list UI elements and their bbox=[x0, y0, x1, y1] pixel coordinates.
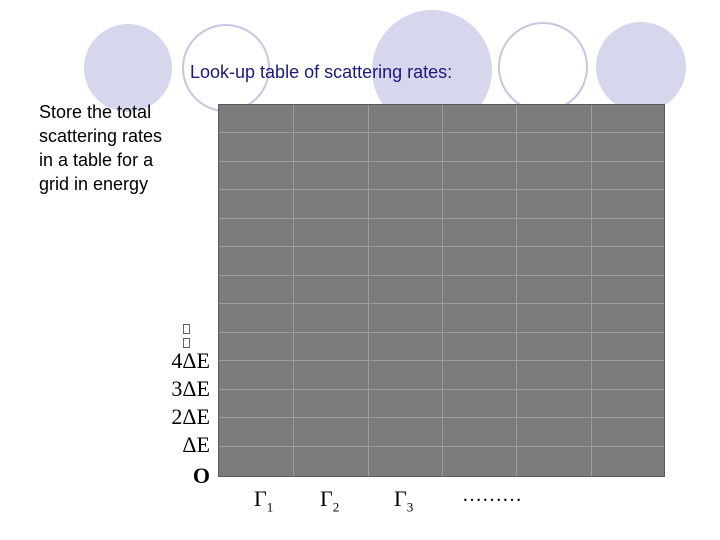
decorative-circle bbox=[498, 22, 588, 112]
rate-symbol: Γ bbox=[254, 486, 267, 511]
slide-title: Look-up table of scattering rates: bbox=[190, 62, 453, 82]
grid-row-line bbox=[219, 303, 664, 304]
slide-body-text: Store the total scattering rates in a ta… bbox=[39, 102, 163, 194]
decorative-circle bbox=[84, 24, 172, 112]
energy-label-2: 2ΔE bbox=[171, 404, 210, 429]
grid-column-line bbox=[442, 105, 443, 476]
energy-label-4: 4ΔE bbox=[171, 348, 210, 373]
continuation-mark bbox=[183, 338, 190, 348]
grid-row-line bbox=[219, 360, 664, 361]
energy-label-3: 3ΔE bbox=[171, 376, 210, 401]
grid-row-line bbox=[219, 246, 664, 247]
rate-symbol: Γ bbox=[394, 486, 407, 511]
decorative-circle bbox=[596, 22, 686, 112]
rate-symbol: Γ bbox=[320, 486, 333, 511]
grid-row-line bbox=[219, 332, 664, 333]
rate-label-3: Γ3 bbox=[394, 486, 413, 515]
grid-row-line bbox=[219, 161, 664, 162]
rate-ellipsis: ……… bbox=[462, 484, 522, 506]
grid-row-line bbox=[219, 218, 664, 219]
grid-column-line bbox=[591, 105, 592, 476]
rate-index: 3 bbox=[406, 499, 414, 515]
energy-label-1: ΔE bbox=[182, 432, 210, 457]
grid-row-line bbox=[219, 189, 664, 190]
decorative-circle bbox=[182, 24, 270, 112]
grid-column-line bbox=[293, 105, 294, 476]
grid-row-line bbox=[219, 446, 664, 447]
grid-column-line bbox=[516, 105, 517, 476]
grid-column-line bbox=[368, 105, 369, 476]
lookup-table-grid bbox=[218, 104, 665, 477]
grid-row-line bbox=[219, 275, 664, 276]
energy-label-zero: O bbox=[192, 463, 210, 488]
grid-row-line bbox=[219, 132, 664, 133]
grid-row-line bbox=[219, 389, 664, 390]
rate-index: 2 bbox=[332, 499, 340, 515]
grid-row-line bbox=[219, 417, 664, 418]
rate-label-ellipsis: ……… bbox=[462, 484, 522, 507]
rate-label-2: Γ2 bbox=[320, 486, 339, 515]
rate-label-1: Γ1 bbox=[254, 486, 273, 515]
rate-index: 1 bbox=[266, 499, 274, 515]
continuation-mark bbox=[183, 324, 190, 334]
